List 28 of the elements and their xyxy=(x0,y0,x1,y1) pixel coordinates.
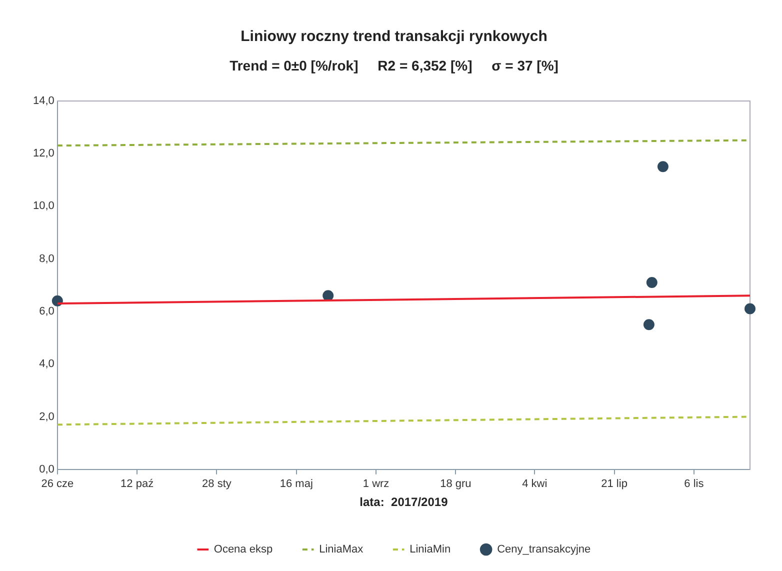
y-tick-label: 10,0 xyxy=(32,200,54,212)
x-axis-title: lata: 2017/2019 xyxy=(360,495,448,510)
x-tick-label: 16 maj xyxy=(280,478,313,490)
x-tick-label: 12 paź xyxy=(120,478,154,490)
chart-subtitle: Trend = 0±0 [%/rok] R2 = 6,352 [%] σ = 37 [%] xyxy=(230,57,558,74)
x-tick-label: 6 lis xyxy=(684,478,704,490)
x-tick-label: 4 kwi xyxy=(522,478,548,490)
point xyxy=(646,276,658,288)
y-tick-label: 2,0 xyxy=(39,410,54,423)
legend-label: LiniaMin xyxy=(410,544,451,556)
point xyxy=(657,161,668,172)
y-tick-label: 8,0 xyxy=(39,252,54,265)
x-tick-label: 21 lip xyxy=(601,478,628,490)
x-tick-label: 28 sty xyxy=(202,478,232,490)
x-tick-label: 18 gru xyxy=(440,478,472,490)
y-tick-label: 0,0 xyxy=(39,463,54,476)
x-tick-label: 1 wrz xyxy=(362,478,390,490)
y-tick-label: 14,0 xyxy=(32,94,54,107)
y-tick-label: 6,0 xyxy=(39,305,54,318)
chart-title: Liniowy roczny trend transakcji rynkowych xyxy=(240,28,548,46)
x-tick-label: 26 cze xyxy=(41,478,74,490)
y-tick-label: 12,0 xyxy=(32,147,54,160)
legend-label: LiniaMax xyxy=(319,544,364,556)
point xyxy=(643,319,654,330)
legend-label: Ceny_transakcyjne xyxy=(497,544,591,556)
point xyxy=(744,303,756,314)
legend-label: Ocena eksp xyxy=(214,544,273,556)
y-tick-label: 4,0 xyxy=(39,358,54,370)
